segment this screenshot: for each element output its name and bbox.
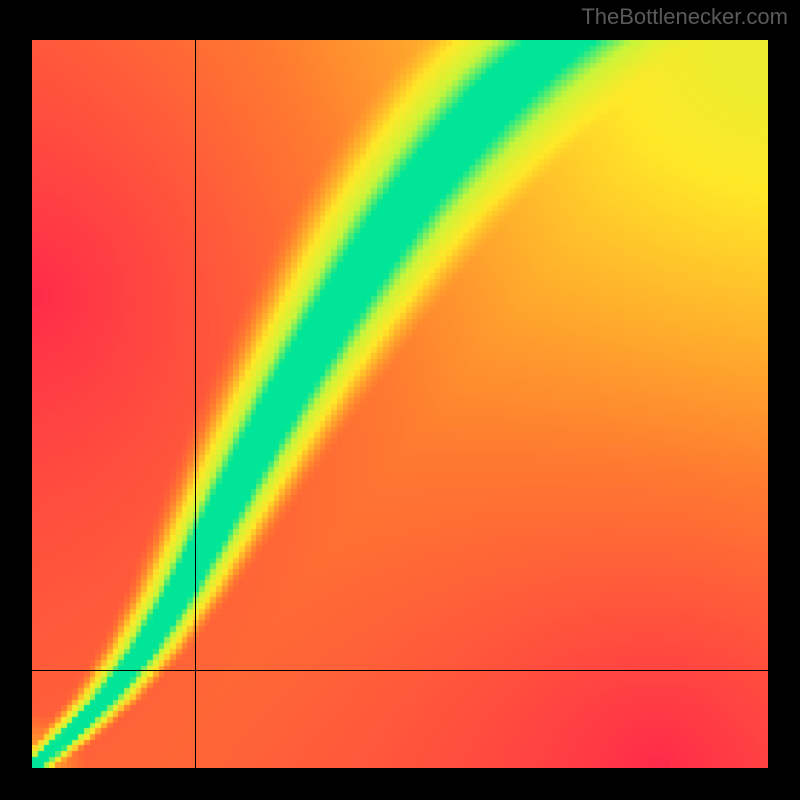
crosshair-horizontal [32,670,768,671]
heatmap-stage: TheBottlenecker.com [0,0,800,800]
watermark-text: TheBottlenecker.com [581,4,788,30]
heatmap-canvas [32,40,768,768]
crosshair-vertical [195,40,196,768]
